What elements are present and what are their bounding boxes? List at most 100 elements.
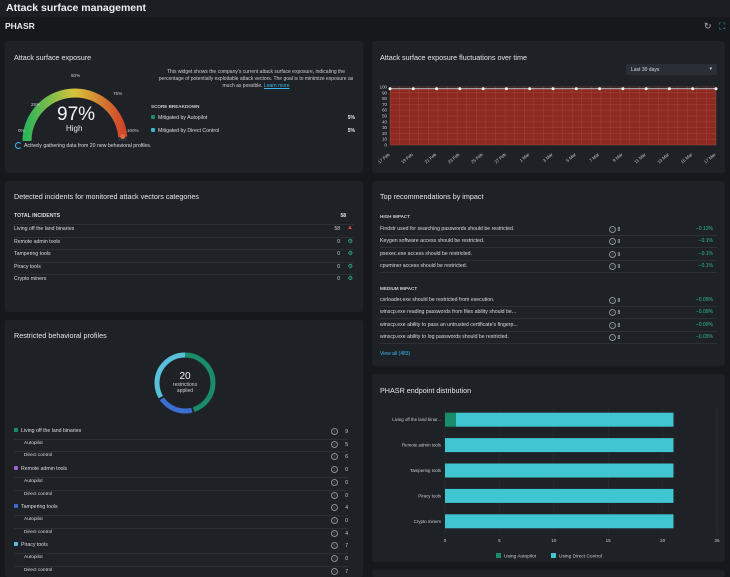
help-icon[interactable]: ? xyxy=(330,428,338,435)
view-all-link[interactable]: View all (483) xyxy=(380,351,411,357)
donut-segment-piracy xyxy=(154,352,216,414)
gear-icon[interactable]: ⚙ xyxy=(347,263,353,270)
help-icon[interactable]: ? xyxy=(609,321,616,329)
help-icon[interactable]: ? xyxy=(609,309,616,317)
total-incidents-row: TOTAL INCIDENTS 58 xyxy=(14,213,346,219)
legend-label: Using Autopilot xyxy=(504,554,537,560)
category-label: Crypto miners xyxy=(414,519,442,524)
gear-icon[interactable]: ⚙ xyxy=(347,238,353,245)
distribution-panel: PHASR endpoint distribution 0 5 10 15 20 25 Li… xyxy=(372,374,725,562)
profile-divider xyxy=(14,553,348,554)
profile-divider xyxy=(14,438,348,440)
range-select[interactable]: Last 30 days ▾ xyxy=(626,64,717,75)
recommendation-divider xyxy=(380,318,717,320)
restrictions-donut xyxy=(154,352,216,414)
y-tick-label: 80 xyxy=(382,96,387,101)
x-tick-label: 7 Mar xyxy=(588,152,600,163)
exposure-point xyxy=(714,87,718,91)
recommendation-row[interactable]: psexec.exe access should be restricted.?… xyxy=(380,250,713,258)
exposure-point xyxy=(435,87,439,91)
recommendation-divider xyxy=(380,343,717,345)
exposure-point xyxy=(481,87,485,91)
breakdown-autopilot: Mitigated by Autopilot 5% xyxy=(151,115,355,121)
recommendations-panel: Top recommendations by impact HIGH IMPAC… xyxy=(372,181,725,366)
exposure-point xyxy=(621,87,625,91)
help-icon[interactable]: ? xyxy=(609,334,616,342)
recommendation-row[interactable]: winscp.exe ability to log passwords shou… xyxy=(380,334,713,342)
bar-direct-control xyxy=(445,463,674,478)
help-icon[interactable]: ? xyxy=(330,555,338,562)
help-icon[interactable]: ? xyxy=(330,516,338,524)
incident-divider xyxy=(14,261,354,263)
loading-spinner-icon xyxy=(15,142,22,149)
medium-impact-label: MEDIUM IMPACT xyxy=(380,286,418,291)
top-bar xyxy=(0,0,730,17)
help-icon[interactable]: ? xyxy=(330,466,338,474)
profile-group-row[interactable]: Remote admin tools? 0 xyxy=(14,466,348,474)
exposure-status: Actively gathering data from 20 new beha… xyxy=(15,142,151,149)
x-tick-label: 5 Mar xyxy=(565,152,577,163)
help-icon[interactable]: ? xyxy=(609,226,616,233)
y-tick-label: 90 xyxy=(382,90,387,95)
x-tick-label: 13 Mar xyxy=(656,152,670,165)
donut-label-2: applied xyxy=(176,388,194,394)
gear-icon[interactable]: ⚙ xyxy=(347,276,353,283)
recommendation-row[interactable]: winscp.exe reading passwords from files … xyxy=(380,309,713,317)
legend-swatch xyxy=(496,553,501,558)
exposure-point xyxy=(574,87,578,91)
incident-divider xyxy=(14,249,354,251)
refresh-icon[interactable]: ↻ xyxy=(704,21,712,31)
help-icon[interactable]: ? xyxy=(609,238,616,246)
help-icon[interactable]: ? xyxy=(330,567,338,575)
profile-group-row[interactable]: Living off the land binaries? 9 xyxy=(14,428,348,435)
high-impact-label: HIGH IMPACT xyxy=(380,214,411,219)
y-tick-label: 0 xyxy=(385,143,388,148)
profile-group-row[interactable]: Tampering tools? 4 xyxy=(14,504,348,512)
profile-group-row[interactable]: Piracy tools? 7 xyxy=(14,542,348,550)
distribution-title: PHASR endpoint distribution xyxy=(380,386,472,395)
recommendation-row[interactable]: cpuminer access should be restricted.? 9… xyxy=(380,263,713,271)
help-icon[interactable]: ? xyxy=(609,263,616,271)
learn-more-link[interactable]: Learn more xyxy=(263,83,290,89)
exposure-point xyxy=(388,87,392,91)
x-tick-label: 17 Mar xyxy=(703,152,717,165)
help-icon[interactable]: ? xyxy=(609,297,616,304)
bar-autopilot xyxy=(445,412,456,427)
exposure-level: High xyxy=(66,124,83,133)
gauge-label-75: 75% xyxy=(113,91,122,96)
help-icon[interactable]: ? xyxy=(330,529,338,537)
recommendation-row[interactable]: Keygen software access should be restric… xyxy=(380,238,713,246)
exposure-value: 97% xyxy=(57,104,96,125)
help-icon[interactable]: ? xyxy=(330,453,338,461)
incidents-title: Detected incidents for monitored attack … xyxy=(14,192,199,201)
profile-divider xyxy=(14,565,348,567)
incident-row: Crypto miners 0 ⚙ xyxy=(14,276,353,283)
help-icon[interactable]: ? xyxy=(330,491,338,499)
help-icon[interactable]: ? xyxy=(330,440,338,448)
x-tick-label: 21 Feb xyxy=(424,152,438,165)
help-icon[interactable]: ? xyxy=(330,542,338,550)
expand-icon[interactable]: ⛶ xyxy=(719,21,726,31)
profile-sub-row: Autopilot? 0 xyxy=(24,516,348,524)
recommendation-row[interactable]: Findstr used for searching passwords sho… xyxy=(380,226,713,233)
x-tick-label: 23 Feb xyxy=(447,152,461,165)
y-tick-label: 20 xyxy=(382,131,387,136)
legend-swatch xyxy=(551,553,556,558)
y-tick-label: 50 xyxy=(382,114,387,119)
profile-swatch xyxy=(14,466,18,471)
help-icon[interactable]: ? xyxy=(330,478,338,486)
profile-sub-row: Direct control? 6 xyxy=(24,453,348,461)
recommendation-divider xyxy=(380,330,717,332)
distribution-chart: 0 5 10 15 20 25 Living off the land binar... Re… xyxy=(392,407,720,560)
x-tick-label: 27 Feb xyxy=(493,152,507,165)
recommendation-row[interactable]: csrloader.exe should be restricted from … xyxy=(380,297,713,304)
gear-icon[interactable]: ⚙ xyxy=(347,251,353,258)
profile-swatch xyxy=(14,504,18,509)
help-icon[interactable]: ? xyxy=(609,250,616,258)
help-icon[interactable]: ? xyxy=(330,504,338,512)
exposure-point xyxy=(504,87,508,91)
exposure-title: Attack surface exposure xyxy=(14,53,92,62)
x-tick-label: 17 Feb xyxy=(377,152,391,165)
recommendation-row[interactable]: winscp.exe ability to pass an untrusted … xyxy=(380,321,713,329)
exposure-point xyxy=(598,87,602,91)
